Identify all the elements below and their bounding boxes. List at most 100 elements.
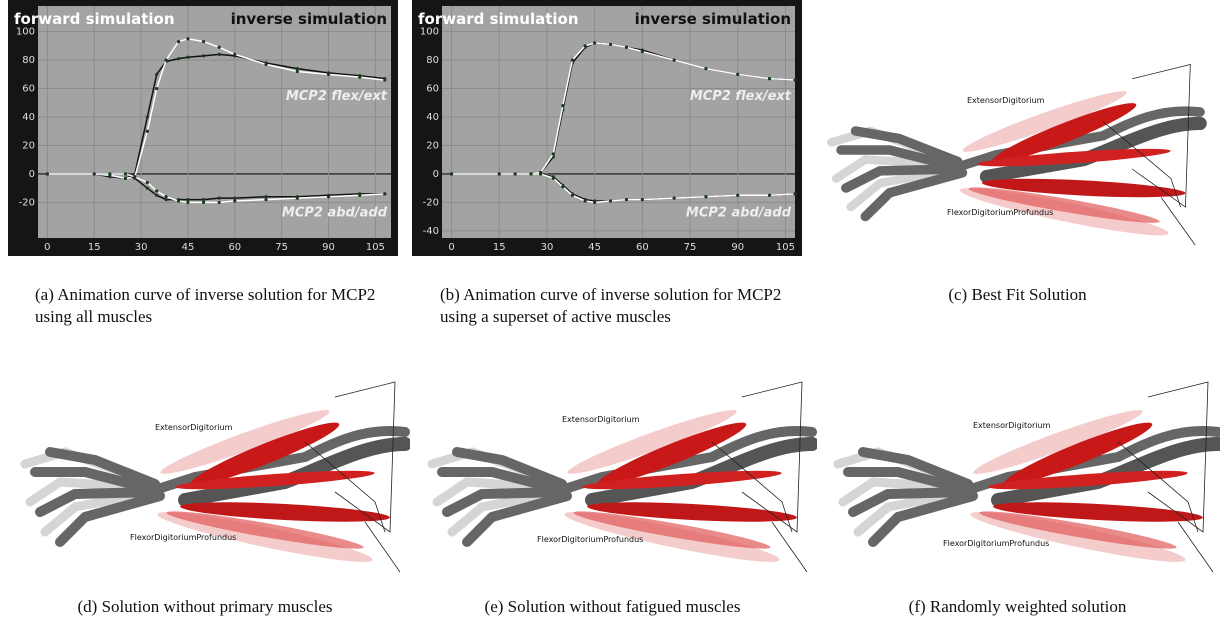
data-point xyxy=(233,53,236,56)
data-point xyxy=(296,70,299,73)
data-point xyxy=(164,198,167,201)
data-point xyxy=(124,172,127,175)
hand-render-c: ExtensorDigitorium FlexorDigitoriumProfu… xyxy=(812,55,1220,255)
annotation: forward simulation xyxy=(418,10,579,28)
caption-text: Randomly weighted solution xyxy=(930,597,1126,616)
data-point xyxy=(186,37,189,40)
data-point xyxy=(264,195,267,198)
caption-label: (c) xyxy=(948,285,967,304)
data-point xyxy=(514,172,517,175)
hand-render-d: ExtensorDigitorium FlexorDigitoriumProfu… xyxy=(5,372,410,582)
data-point xyxy=(146,115,149,118)
data-point xyxy=(704,195,707,198)
data-point xyxy=(124,177,127,180)
annotation: MCP2 abd/add xyxy=(686,206,792,221)
y-tick-label: -20 xyxy=(19,197,35,208)
annotation: inverse simulation xyxy=(231,10,387,28)
data-point xyxy=(552,177,555,180)
data-point xyxy=(155,87,158,90)
data-point xyxy=(571,58,574,61)
x-tick-label: 105 xyxy=(776,242,795,253)
data-point xyxy=(164,58,167,61)
muscle-label: FlexorDigitoriumProfundus xyxy=(537,535,643,544)
y-tick-label: 0 xyxy=(433,169,439,180)
muscle-label: ExtensorDigitorium xyxy=(967,96,1045,105)
hand-render-e: ExtensorDigitorium FlexorDigitoriumProfu… xyxy=(412,372,817,582)
data-point xyxy=(609,43,612,46)
data-point xyxy=(202,54,205,57)
annotation: MCP2 flex/ext xyxy=(690,89,792,104)
data-point xyxy=(383,192,386,195)
x-tick-label: 30 xyxy=(541,242,554,253)
x-tick-label: 45 xyxy=(182,242,195,253)
muscle-label: ExtensorDigitorium xyxy=(973,421,1051,430)
data-point xyxy=(146,187,149,190)
y-tick-label: 40 xyxy=(22,112,35,123)
plot-area xyxy=(442,6,795,238)
caption-text: Solution without fatigued muscles xyxy=(508,597,741,616)
y-tick-label: 80 xyxy=(22,55,35,66)
annotation: MCP2 abd/add xyxy=(282,206,388,221)
y-tick-label: 60 xyxy=(426,84,439,95)
x-tick-label: 75 xyxy=(684,242,697,253)
data-point xyxy=(233,199,236,202)
x-tick-label: 30 xyxy=(135,242,148,253)
figure-page: -200204060801000153045607590105forward s… xyxy=(0,0,1220,628)
hand-render-f: ExtensorDigitorium FlexorDigitoriumProfu… xyxy=(818,372,1220,582)
y-tick-label: -40 xyxy=(423,226,439,237)
data-point xyxy=(202,201,205,204)
data-point xyxy=(186,201,189,204)
data-point xyxy=(233,197,236,200)
data-point xyxy=(202,198,205,201)
data-point xyxy=(264,63,267,66)
caption-label: (f) xyxy=(909,597,926,616)
muscle-label: ExtensorDigitorium xyxy=(562,415,640,424)
data-point xyxy=(177,40,180,43)
caption: (f) Randomly weighted solution xyxy=(815,596,1220,618)
y-tick-label: 60 xyxy=(22,84,35,95)
data-point xyxy=(736,73,739,76)
caption-text: Animation curve of inverse solution for … xyxy=(35,285,375,326)
data-point xyxy=(155,73,158,76)
data-point xyxy=(584,44,587,47)
data-point xyxy=(186,56,189,59)
annotation: forward simulation xyxy=(14,10,175,28)
data-point xyxy=(218,53,221,56)
x-tick-label: 15 xyxy=(493,242,506,253)
x-tick-label: 60 xyxy=(228,242,241,253)
y-tick-label: 20 xyxy=(426,140,439,151)
caption: (c) Best Fit Solution xyxy=(815,284,1220,306)
y-tick-label: 40 xyxy=(426,112,439,123)
x-tick-label: 90 xyxy=(322,242,335,253)
data-point xyxy=(296,67,299,70)
y-tick-label: -20 xyxy=(423,197,439,208)
data-point xyxy=(561,185,564,188)
data-point xyxy=(593,201,596,204)
caption: (a) Animation curve of inverse solution … xyxy=(35,284,385,328)
data-point xyxy=(768,194,771,197)
data-point xyxy=(155,189,158,192)
hand-illustration xyxy=(25,382,405,572)
data-point xyxy=(108,172,111,175)
data-point xyxy=(625,198,628,201)
data-point xyxy=(609,199,612,202)
data-point xyxy=(202,40,205,43)
y-tick-label: 20 xyxy=(22,140,35,151)
data-point xyxy=(625,46,628,49)
caption: (b) Animation curve of inverse solution … xyxy=(440,284,790,328)
muscle-label: ExtensorDigitorium xyxy=(155,423,233,432)
caption-text: Solution without primary muscles xyxy=(102,597,333,616)
data-point xyxy=(383,78,386,81)
x-tick-label: 45 xyxy=(588,242,601,253)
data-point xyxy=(793,78,796,81)
data-point xyxy=(498,172,501,175)
y-tick-label: 80 xyxy=(426,55,439,66)
data-point xyxy=(218,197,221,200)
data-point xyxy=(327,73,330,76)
data-point xyxy=(327,195,330,198)
x-tick-label: 15 xyxy=(88,242,101,253)
y-tick-label: 0 xyxy=(29,169,35,180)
x-tick-label: 105 xyxy=(366,242,385,253)
